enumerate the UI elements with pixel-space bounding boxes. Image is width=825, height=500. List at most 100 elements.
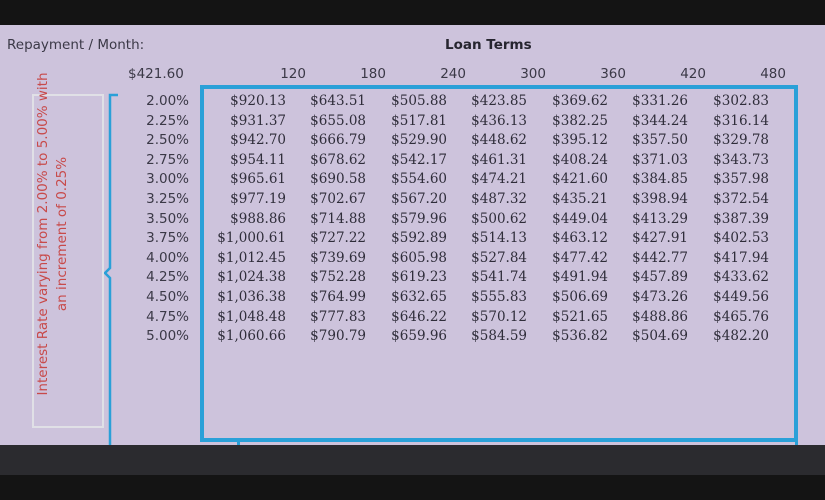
repayment-cell: $1,000.61: [217, 230, 286, 247]
repayment-cell: $555.83: [471, 288, 527, 305]
table-row: $920.13 $643.51 $505.88 $423.85 $369.62 $331.…: [206, 92, 796, 112]
repayment-cell: $505.88: [391, 93, 447, 109]
loan-terms-title: Loan Terms: [445, 37, 532, 53]
loan-term-header: 240: [440, 66, 466, 82]
repayment-cell: $579.96: [391, 210, 447, 227]
repayment-cell: $506.69: [552, 288, 608, 305]
table-row: $931.37 $655.08 $517.81 $436.13 $382.25 $344.…: [206, 112, 796, 132]
table-row: $942.70 $666.79 $529.90 $448.62 $395.12 $357.…: [206, 131, 796, 151]
interest-rate-label: 3.25%: [146, 190, 189, 207]
table-row: $1,000.61 $727.22 $592.89 $514.13 $463.12 $42…: [206, 229, 796, 249]
repayment-cell: $920.13: [230, 93, 286, 109]
rate-range-bracket: [104, 93, 118, 445]
interest-rate-label: 5.00%: [146, 328, 189, 345]
repayment-cell: $427.91: [632, 230, 688, 247]
interest-rate-label: 2.75%: [146, 151, 189, 168]
repayment-cell: $343.73: [713, 151, 769, 168]
repayment-cell: $382.25: [552, 112, 608, 129]
repayment-cell: $570.12: [471, 308, 527, 325]
repayment-cell: $413.29: [632, 210, 688, 227]
loan-term-header: 420: [680, 66, 706, 82]
repayment-cell: $542.17: [391, 151, 447, 168]
interest-rate-label: 2.50%: [146, 132, 189, 149]
interest-rate-column: 2.00% 2.25% 2.50% 2.75% 3.00% 3.25% 3.50% 3.75%…: [120, 92, 195, 347]
repayment-cell: $536.82: [552, 328, 608, 345]
repayment-cell: $344.24: [632, 112, 688, 129]
repayment-cell: $457.89: [632, 269, 688, 286]
interest-rate-label: 2.25%: [146, 112, 189, 129]
video-bottom-bar: [0, 445, 825, 475]
repayment-cell: $988.86: [230, 210, 286, 227]
repayment-cell: $931.37: [230, 112, 286, 129]
repayment-cell: $678.62: [310, 151, 366, 168]
repayment-cell: $521.65: [552, 308, 608, 325]
repayment-cell: $423.85: [471, 93, 527, 109]
loan-term-header: 480: [760, 66, 786, 82]
repayment-cell: $1,024.38: [217, 269, 286, 286]
repayment-cell: $541.74: [471, 269, 527, 286]
repayment-cell: $398.94: [632, 190, 688, 207]
repayment-cell: $500.62: [471, 210, 527, 227]
repayment-cell: $329.78: [713, 132, 769, 149]
repayment-cell: $739.69: [310, 249, 366, 266]
repayment-cell: $488.86: [632, 308, 688, 325]
repayment-cell: $977.19: [230, 190, 286, 207]
interest-rate-label: 2.00%: [146, 93, 189, 109]
repayment-cell: $387.39: [713, 210, 769, 227]
loan-term-header: 300: [520, 66, 546, 82]
repayment-cell: $529.90: [391, 132, 447, 149]
repayment-cell: $384.85: [632, 171, 688, 188]
loan-term-header: 120: [280, 66, 306, 82]
repayment-cell: $752.28: [310, 269, 366, 286]
repayment-cell: $357.50: [632, 132, 688, 149]
table-row: $1,048.48 $777.83 $646.22 $570.12 $521.65 $48…: [206, 308, 796, 328]
base-repayment-value: $421.60: [128, 66, 184, 82]
repayment-cell: $487.32: [471, 190, 527, 207]
repayment-cell: $1,036.38: [217, 288, 286, 305]
repayment-cell: $584.59: [471, 328, 527, 345]
repayment-cell: $435.21: [552, 190, 608, 207]
interest-rate-note: Interest Rate varying from 2.00% to 5.00…: [35, 72, 70, 396]
repayment-cell: $965.61: [230, 171, 286, 188]
repayment-cell: $619.23: [391, 269, 447, 286]
table-row: $965.61 $690.58 $554.60 $474.21 $421.60 $384.…: [206, 170, 796, 190]
repayment-cell: $567.20: [391, 190, 447, 207]
table-row: $954.11 $678.62 $542.17 $461.31 $408.24 $371.…: [206, 151, 796, 171]
repayment-cell: $954.11: [230, 151, 286, 168]
repayment-cell: $357.98: [713, 171, 769, 188]
repayment-cell: $372.54: [713, 190, 769, 207]
repayment-per-month-label: Repayment / Month:: [7, 37, 145, 53]
repayment-table: $920.13 $643.51 $505.88 $423.85 $369.62 $331.…: [206, 92, 796, 347]
repayment-cell: $482.20: [713, 328, 769, 345]
repayment-cell: $632.65: [391, 288, 447, 305]
repayment-cell: $417.94: [713, 249, 769, 266]
loan-term-header: 360: [600, 66, 626, 82]
repayment-cell: $514.13: [471, 230, 527, 247]
interest-rate-label: 4.00%: [146, 249, 189, 266]
repayment-cell: $369.62: [552, 93, 608, 109]
repayment-cell: $331.26: [632, 93, 688, 109]
table-row: $1,024.38 $752.28 $619.23 $541.74 $491.94 $45…: [206, 268, 796, 288]
repayment-cell: $465.76: [713, 308, 769, 325]
repayment-cell: $764.99: [310, 288, 366, 305]
repayment-cell: $777.83: [310, 308, 366, 325]
repayment-cell: $714.88: [310, 210, 366, 227]
repayment-cell: $461.31: [471, 151, 527, 168]
repayment-cell: $436.13: [471, 112, 527, 129]
repayment-cell: $449.56: [713, 288, 769, 305]
table-row: $988.86 $714.88 $579.96 $500.62 $449.04 $413.…: [206, 210, 796, 230]
repayment-cell: $527.84: [471, 249, 527, 266]
repayment-cell: $727.22: [310, 230, 366, 247]
table-row: $1,036.38 $764.99 $632.65 $555.83 $506.69 $47…: [206, 288, 796, 308]
table-row: $1,012.45 $739.69 $605.98 $527.84 $477.42 $44…: [206, 249, 796, 269]
repayment-table-frame: [200, 85, 798, 442]
repayment-cell: $371.03: [632, 151, 688, 168]
interest-rate-label: 4.75%: [146, 308, 189, 325]
table-row: $977.19 $702.67 $567.20 $487.32 $435.21 $398.…: [206, 190, 796, 210]
repayment-cell: $463.12: [552, 230, 608, 247]
repayment-cell: $474.21: [471, 171, 527, 188]
interest-rate-note-box: [32, 94, 104, 428]
interest-rate-label: 3.00%: [146, 171, 189, 188]
repayment-cell: $702.67: [310, 190, 366, 207]
loan-repayment-sheet: Repayment / Month: Loan Terms $421.60 12…: [0, 25, 825, 445]
